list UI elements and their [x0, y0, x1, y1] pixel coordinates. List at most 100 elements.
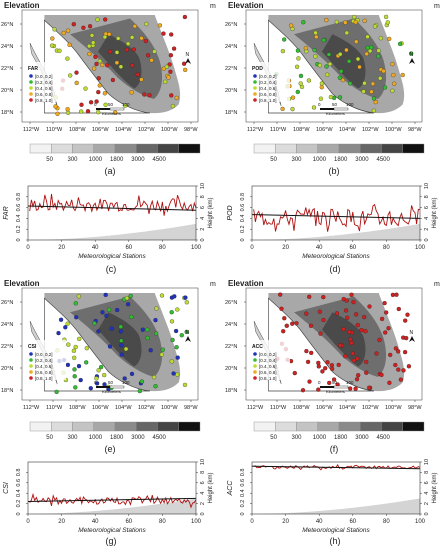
y2-tick-label: 10 [200, 459, 206, 465]
legend-label: [0.4, 0.6] [259, 86, 277, 91]
lat-label: 20°N [1, 366, 13, 372]
x-tick-label: 0 [26, 519, 30, 525]
lat-label: 18°N [225, 388, 237, 394]
station-point [349, 340, 354, 346]
station-point [71, 22, 76, 27]
colorbar-label: 1800 [334, 435, 348, 441]
station-point [129, 314, 134, 320]
station-point [314, 34, 319, 40]
north-arrow-icon [185, 336, 191, 342]
legend-label: [0.4, 0.6] [259, 364, 277, 369]
y-tick-label: 0.2 [16, 225, 22, 233]
map-unit: m [434, 3, 440, 10]
station-point [145, 335, 150, 341]
y-tick-label: 0.2 [240, 225, 246, 233]
station-point [81, 25, 86, 30]
colorbar-label: 3000 [131, 435, 145, 441]
y-tick-label: 0 [16, 238, 22, 241]
station-point [119, 338, 124, 343]
station-point [309, 350, 314, 356]
colorbar-segment [360, 421, 382, 432]
trend-line [27, 205, 197, 211]
legend-swatch [253, 352, 257, 356]
station-point [382, 300, 387, 306]
colorbar-segment [93, 143, 116, 154]
lat-label: 18°N [1, 388, 13, 394]
station-point [290, 95, 296, 100]
station-point [353, 386, 358, 391]
station-point [88, 386, 93, 391]
station-point [383, 14, 389, 20]
scale-bar [333, 107, 349, 111]
lon-label: 106°W [92, 127, 109, 133]
station-point [363, 329, 368, 334]
station-point [56, 330, 61, 336]
legend-swatch [29, 352, 33, 356]
station-point [316, 360, 321, 366]
station-point [313, 54, 318, 59]
colorbar-segment [136, 421, 158, 432]
station-point [294, 321, 299, 326]
y2-tick-label: 4 [200, 217, 206, 220]
station-point [337, 95, 343, 100]
colorbar-segment [296, 143, 318, 154]
station-point [139, 379, 145, 384]
legend-swatch [253, 358, 257, 362]
station-point [175, 307, 180, 312]
trend-line [27, 497, 197, 503]
station-point [169, 310, 174, 315]
colorbar-segment [51, 421, 73, 432]
station-point [376, 54, 381, 59]
scale-unit: Kilometers [326, 111, 345, 116]
station-point [294, 64, 300, 69]
colorbar-segment [136, 143, 158, 154]
station-point [320, 369, 325, 374]
station-point [93, 54, 98, 60]
scale-bar [109, 107, 125, 111]
station-point [295, 48, 301, 53]
legend-label: [0.2, 0.4] [35, 80, 53, 85]
station-point [65, 56, 70, 61]
station-point [105, 63, 110, 68]
station-point [73, 385, 78, 390]
station-point [115, 307, 120, 313]
station-point [102, 34, 108, 40]
timeseries-h: 0 20 40 60 80 100 0 0.2 0.4 0.6 0.8 0 2 4 6 8 10 Meteorol… [224, 456, 445, 550]
y2-tick-label: 2 [200, 502, 206, 505]
colorbar-segment [114, 421, 137, 432]
metric-line [29, 193, 197, 216]
lat-label: 26°N [1, 22, 13, 28]
colorbar-segment [178, 421, 201, 432]
station-point [362, 18, 367, 23]
station-point [398, 377, 404, 382]
colorbar-segment [381, 143, 403, 154]
legend-swatch [253, 364, 257, 368]
colorbar-segment [317, 421, 340, 432]
station-point [58, 317, 64, 322]
station-point [327, 380, 332, 386]
station-point [113, 110, 118, 115]
station-point [66, 342, 71, 347]
station-point [403, 318, 408, 323]
y2-tick-label: 4 [424, 217, 430, 220]
station-point [95, 17, 100, 22]
y2-tick-label: 10 [424, 183, 430, 189]
scale-label: 100 [346, 380, 354, 385]
station-point [354, 377, 360, 382]
station-point [183, 295, 188, 300]
station-point [367, 385, 372, 390]
x-tick-label: 60 [125, 245, 132, 251]
lon-label: 98°W [408, 127, 422, 133]
station-point [349, 292, 354, 297]
station-point [327, 61, 333, 67]
lat-label: 20°N [225, 88, 237, 94]
station-point [288, 23, 294, 28]
y2-tick-label: 8 [424, 471, 430, 474]
station-point [184, 329, 189, 335]
legend-label: [0.0, 0.2] [259, 74, 277, 79]
station-point [96, 89, 101, 95]
legend-swatch [29, 92, 33, 96]
north-label: N [186, 330, 190, 336]
station-point [108, 49, 113, 54]
lat-label: 26°N [1, 300, 13, 306]
